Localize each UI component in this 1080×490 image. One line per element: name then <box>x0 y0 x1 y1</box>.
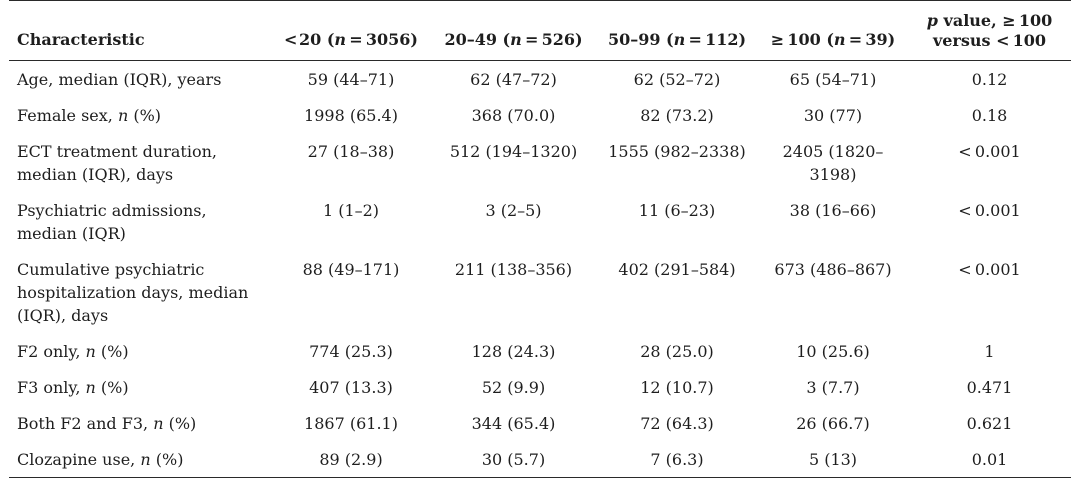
table-container: Characteristic < 20 (n = 3056) 20–49 (n … <box>9 0 1071 478</box>
characteristics-table: Characteristic < 20 (n = 3056) 20–49 (n … <box>9 0 1071 478</box>
row-label: ECT treatment duration, median (IQR), da… <box>17 142 217 184</box>
header-row: Characteristic < 20 (n = 3056) 20–49 (n … <box>9 0 1071 61</box>
cell-lt20: 1867 (61.1) <box>304 414 398 433</box>
cell-50-99: 72 (64.3) <box>640 414 714 433</box>
cell-50-99: 7 (6.3) <box>596 441 758 478</box>
cell-p-value: < 0.001 <box>958 142 1021 161</box>
cell-50-99: 402 (291–584) <box>618 260 736 279</box>
header-lt20: < 20 (n = 3056) <box>271 0 431 61</box>
cell-20-49: 211 (138–356) <box>454 260 573 279</box>
header-20-49: 20–49 (n = 526) <box>431 0 596 61</box>
cell-50-99: 28 (25.0) <box>640 342 714 361</box>
cell-p-value: < 0.001 <box>958 201 1021 220</box>
row-label: Both F2 and F3, n (%) <box>17 414 197 433</box>
row-ect-duration: ECT treatment duration, median (IQR), da… <box>9 133 1071 192</box>
row-f3-only: F3 only, n (%) 407 (13.3) 52 (9.9) 12 (10.7… <box>9 369 1071 405</box>
cell-p-value: 0.01 <box>908 441 1071 478</box>
cell-p-value: 0.18 <box>971 106 1008 125</box>
cell-lt20: 89 (2.9) <box>271 441 431 478</box>
cell-p-value: 0.12 <box>971 70 1008 89</box>
row-label: F3 only, n (%) <box>17 378 129 397</box>
row-label: Cumulative psychiatric hospitalization d… <box>17 260 249 325</box>
table-body: Age, median (IQR), years 59 (44–71) 62 (47… <box>9 61 1071 478</box>
cell-50-99: 12 (10.7) <box>640 378 714 397</box>
cell-50-99: 1555 (982–2338) <box>608 142 746 161</box>
table-header: Characteristic < 20 (n = 3056) 20–49 (n … <box>9 0 1071 61</box>
cell-20-49: 368 (70.0) <box>471 106 556 125</box>
row-label: Psychiatric admissions, median (IQR) <box>17 201 207 243</box>
cell-50-99: 62 (52–72) <box>633 70 721 89</box>
cell-ge100: 2405 (1820–3198) <box>782 142 884 184</box>
cell-ge100: 38 (16–66) <box>789 201 877 220</box>
cell-lt20: 27 (18–38) <box>307 142 395 161</box>
cell-20-49: 62 (47–72) <box>470 70 557 89</box>
cell-lt20: 59 (44–71) <box>307 70 395 89</box>
cell-20-49: 128 (24.3) <box>471 342 556 361</box>
row-label: Age, median (IQR), years <box>17 70 222 89</box>
header-ge100: ≥ 100 (n = 39) <box>758 0 908 61</box>
cell-ge100: 5 (13) <box>758 441 908 478</box>
cell-50-99: 11 (6–23) <box>638 201 716 220</box>
cell-ge100: 65 (54–71) <box>789 70 877 89</box>
header-characteristic: Characteristic <box>9 0 271 61</box>
row-clozapine-use: Clozapine use, n (%) 89 (2.9) 30 (5.7) 7 (6… <box>9 441 1071 478</box>
cell-p-value: 1 <box>984 342 995 361</box>
row-female-sex: Female sex, n (%) 1998 (65.4) 368 (70.0) 82… <box>9 97 1071 133</box>
cell-p-value: 0.471 <box>966 378 1013 397</box>
cell-p-value: 0.621 <box>966 414 1013 433</box>
cell-lt20: 1998 (65.4) <box>304 106 398 125</box>
cell-ge100: 673 (486–867) <box>774 260 892 279</box>
cell-20-49: 344 (65.4) <box>471 414 556 433</box>
cell-20-49: 30 (5.7) <box>431 441 596 478</box>
cell-p-value: < 0.001 <box>958 260 1021 279</box>
row-label: Clozapine use, n (%) <box>9 441 271 478</box>
cell-ge100: 26 (66.7) <box>796 414 870 433</box>
cell-lt20: 88 (49–171) <box>302 260 400 279</box>
row-f2-only: F2 only, n (%) 774 (25.3) 128 (24.3) 28 (25… <box>9 333 1071 369</box>
row-label: Female sex, n (%) <box>17 106 162 125</box>
cell-50-99: 82 (73.2) <box>640 106 714 125</box>
header-50-99: 50–99 (n = 112) <box>596 0 758 61</box>
cell-20-49: 512 (194–1320) <box>449 142 578 161</box>
cell-lt20: 774 (25.3) <box>309 342 393 361</box>
row-age: Age, median (IQR), years 59 (44–71) 62 (47… <box>9 61 1071 98</box>
header-p-value: p value, ≥ 100 versus < 100 <box>908 0 1071 61</box>
row-hospitalization-days: Cumulative psychiatric hospitalization d… <box>9 251 1071 333</box>
row-psychiatric-admissions: Psychiatric admissions, median (IQR) 1 (1… <box>9 192 1071 251</box>
cell-20-49: 52 (9.9) <box>481 378 546 397</box>
cell-ge100: 30 (77) <box>803 106 863 125</box>
row-label: F2 only, n (%) <box>17 342 129 361</box>
cell-lt20: 1 (1–2) <box>322 201 380 220</box>
cell-ge100: 10 (25.6) <box>796 342 870 361</box>
cell-lt20: 407 (13.3) <box>309 378 393 397</box>
cell-20-49: 3 (2–5) <box>485 201 542 220</box>
row-both-f2-f3: Both F2 and F3, n (%) 1867 (61.1) 344 (65.… <box>9 405 1071 441</box>
cell-ge100: 3 (7.7) <box>806 378 860 397</box>
